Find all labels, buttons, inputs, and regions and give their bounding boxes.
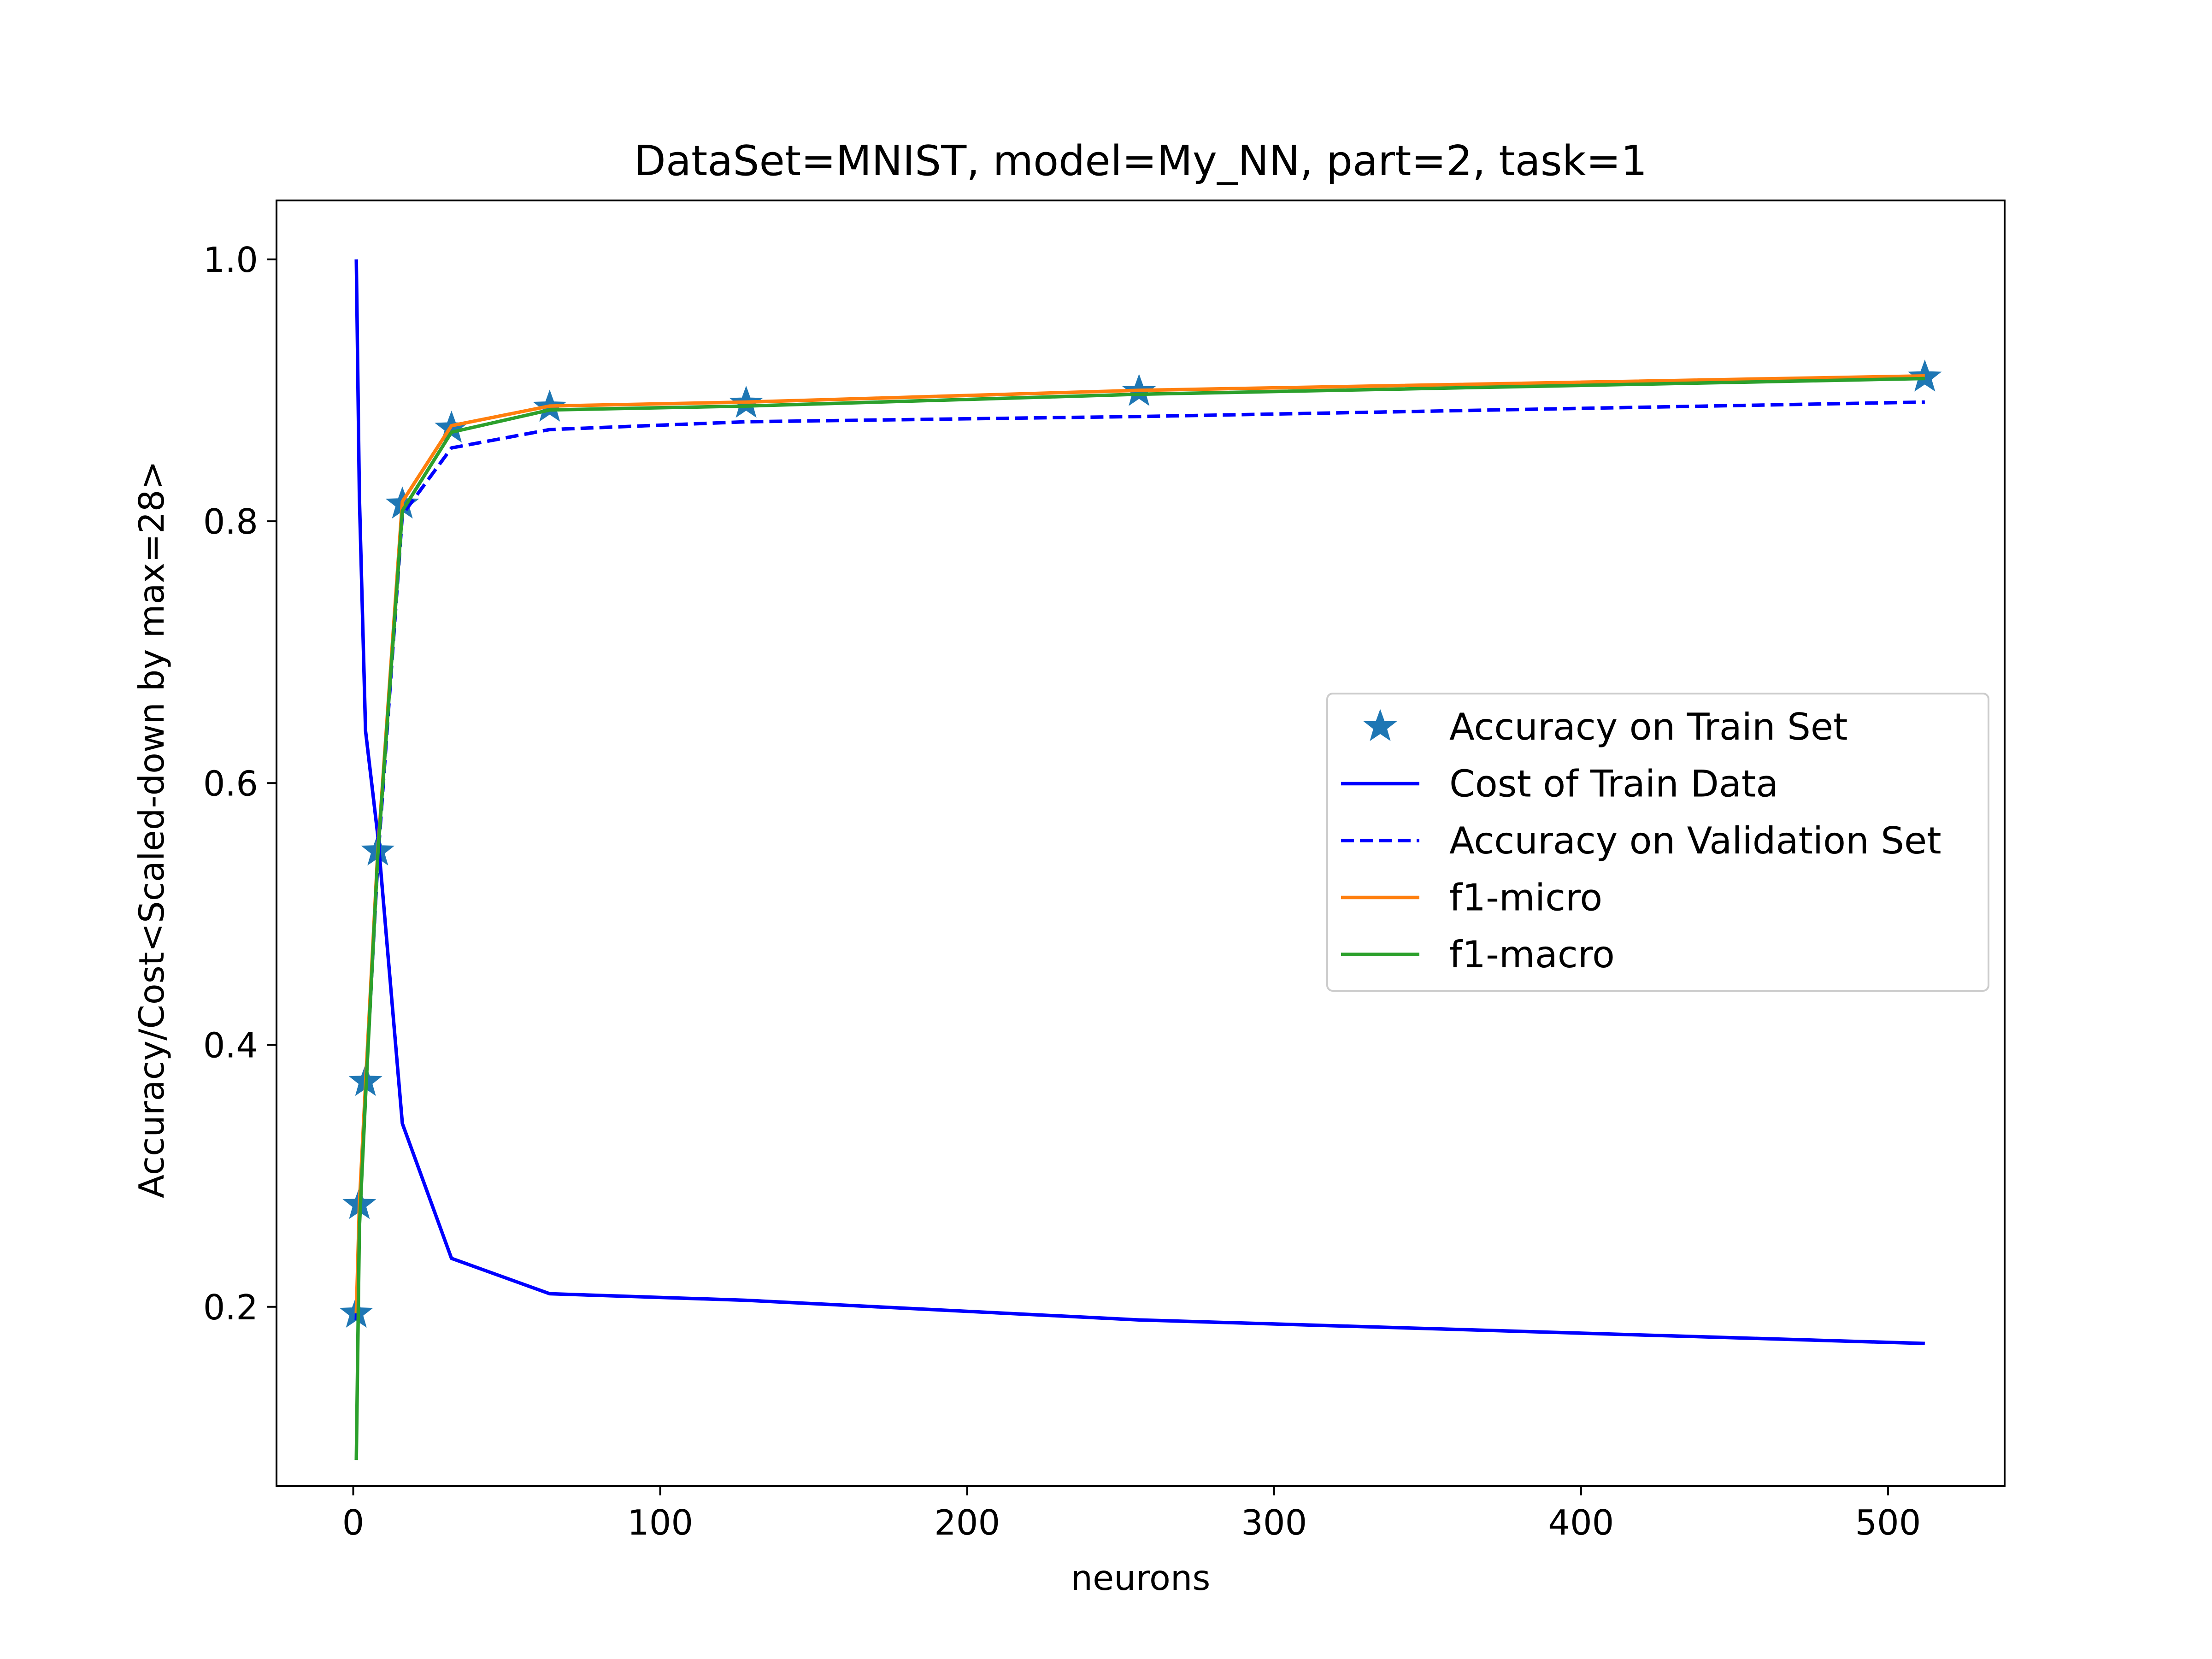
series-line-1 [354,259,1925,1346]
x-axis-label: neurons [1071,1558,1211,1598]
y-tick-label: 0.6 [203,763,258,804]
y-tick-label: 0.2 [203,1287,258,1328]
x-tick-label: 500 [1855,1502,1921,1543]
legend-entry-label: Accuracy on Train Set [1449,706,1848,748]
legend-box [1326,693,1989,992]
y-tick-label: 0.8 [203,501,258,542]
y-axis-label: Accuracy/Cost<Scaled-down by max=28> [131,461,172,1198]
x-axis: 0 100 200 300 400 500 [342,1486,1921,1543]
data-point-star [1908,359,1942,392]
x-tick-label: 0 [342,1502,365,1543]
chart-title: DataSet=MNIST, model=My_NN, part=2, task… [634,137,1647,185]
x-tick-label: 400 [1548,1502,1614,1543]
series-line-2 [354,400,1925,1320]
legend: Accuracy on Train Set Cost of Train Data A… [1326,693,1989,992]
legend-entry-label: Accuracy on Validation Set [1449,819,1941,862]
x-tick-label: 200 [934,1502,1000,1543]
plot-frame [276,200,2006,1487]
plot-area [276,200,2006,1487]
legend-entry-label: f1-macro [1449,933,1615,976]
x-tick-label: 100 [627,1502,693,1543]
legend-star-icon [1363,709,1397,741]
y-tick-label: 1.0 [203,240,258,280]
y-tick-label: 0.4 [203,1025,258,1066]
x-tick-label: 300 [1241,1502,1307,1543]
legend-entry-label: f1-micro [1449,877,1602,919]
y-axis: 0.2 0.4 0.6 0.8 1.0 [203,240,276,1328]
legend-entry-label: Cost of Train Data [1449,763,1778,806]
series-line-4 [354,377,1925,1460]
